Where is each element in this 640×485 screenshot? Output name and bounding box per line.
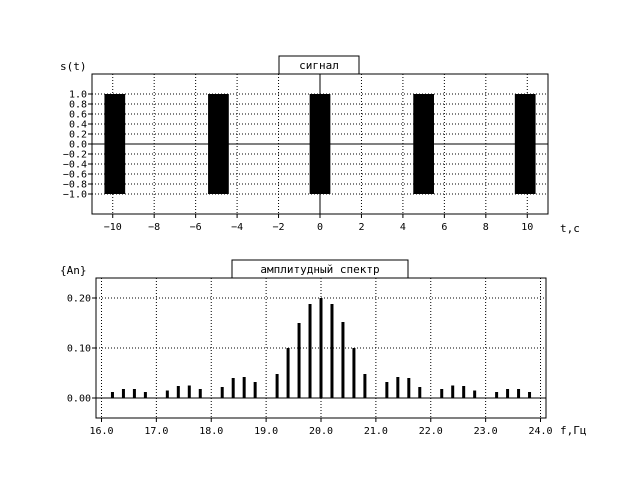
spectrum-bar-20 bbox=[330, 304, 334, 398]
spectrum-bar-23 bbox=[363, 374, 367, 398]
spectrum-bar-37 bbox=[517, 389, 521, 398]
signal-x-tick-label-1: −8 bbox=[148, 222, 160, 233]
spectrum-bar-28 bbox=[418, 387, 422, 398]
spectrum-bar-25 bbox=[385, 382, 389, 398]
spectrum-bar-1 bbox=[121, 389, 125, 398]
spectrum-bar-36 bbox=[506, 389, 510, 398]
spectrum-bar-22 bbox=[352, 348, 356, 398]
spectrum-bars bbox=[110, 298, 532, 398]
spectrum-x-tick-label-3: 19.0 bbox=[254, 426, 278, 437]
signal-y-tick-label-8: −0.6 bbox=[63, 170, 87, 181]
spectrum-bar-5 bbox=[165, 390, 169, 398]
signal-x-tick-label-8: 6 bbox=[441, 222, 447, 233]
spectrum-x-tick-label-4: 20.0 bbox=[309, 426, 333, 437]
signal-y-tick-label-6: −0.2 bbox=[63, 150, 87, 161]
signal-panel: −10 −8 −6 −4 −2 0 2 4 6 8 10 1.00.80.60.40.20.0−0.… bbox=[60, 55, 580, 235]
signal-title: сигнал bbox=[299, 59, 339, 72]
spectrum-x-axis-label: f,Гц bbox=[560, 424, 587, 437]
signal-y-tick-label-0: 1.0 bbox=[69, 90, 87, 101]
signal-y-ticks: 1.00.80.60.40.20.0−0.2−0.4−0.6−0.8−1.0 bbox=[63, 90, 92, 201]
spectrum-bar-11 bbox=[231, 378, 235, 398]
spectrum-bar-8 bbox=[198, 389, 202, 398]
signal-y-tick-label-4: 0.2 bbox=[69, 130, 87, 141]
signal-y-tick-label-9: −0.8 bbox=[63, 180, 87, 191]
signal-x-tick-label-7: 4 bbox=[400, 222, 406, 233]
spectrum-bar-6 bbox=[176, 386, 180, 398]
spectrum-panel: 16.0 17.0 18.0 19.0 20.0 21.0 22.0 23.0 24.0 0.2… bbox=[60, 259, 587, 437]
spectrum-bar-3 bbox=[143, 392, 147, 398]
spectrum-bar-33 bbox=[473, 390, 477, 398]
spectrum-bar-7 bbox=[187, 385, 191, 398]
signal-x-tick-label-6: 2 bbox=[358, 222, 364, 233]
signal-title-box bbox=[278, 55, 360, 75]
spectrum-bar-32 bbox=[462, 386, 466, 398]
signal-y-tick-label-1: 0.8 bbox=[69, 100, 87, 111]
signal-x-tick-label-9: 8 bbox=[483, 222, 489, 233]
spectrum-title: амплитудный спектр bbox=[260, 263, 379, 276]
spectrum-bar-21 bbox=[341, 322, 345, 398]
spectrum-bar-12 bbox=[242, 377, 246, 398]
spectrum-x-ticks: 16.0 17.0 18.0 19.0 20.0 21.0 22.0 23.0 24.0 bbox=[89, 418, 553, 437]
spectrum-x-tick-label-2: 18.0 bbox=[199, 426, 223, 437]
spectrum-bar-13 bbox=[253, 382, 257, 398]
spectrum-bar-15 bbox=[275, 374, 279, 398]
signal-x-ticks: −10 −8 −6 −4 −2 0 2 4 6 8 10 bbox=[104, 214, 533, 233]
signal-x-tick-label-2: −6 bbox=[190, 222, 202, 233]
spectrum-bar-26 bbox=[396, 377, 400, 398]
spectrum-y-tick-label-0: 0.20 bbox=[67, 294, 91, 305]
spectrum-bar-2 bbox=[132, 389, 136, 398]
spectrum-x-tick-label-6: 22.0 bbox=[419, 426, 443, 437]
spectrum-title-box bbox=[231, 259, 409, 279]
spectrum-bar-35 bbox=[495, 392, 499, 398]
spectrum-x-tick-label-5: 21.0 bbox=[364, 426, 388, 437]
signal-y-tick-label-3: 0.4 bbox=[69, 120, 87, 131]
spectrum-bar-31 bbox=[451, 385, 455, 398]
signal-x-tick-label-5: 0 bbox=[317, 222, 323, 233]
spectrum-bar-38 bbox=[528, 392, 532, 398]
signal-axes bbox=[92, 74, 548, 214]
spectrum-bar-30 bbox=[440, 389, 444, 398]
signal-x-tick-label-10: 10 bbox=[521, 222, 533, 233]
spectrum-x-tick-label-1: 17.0 bbox=[144, 426, 168, 437]
spectrum-bar-10 bbox=[220, 387, 224, 398]
signal-x-axis-label: t,c bbox=[560, 222, 580, 235]
spectrum-bar-17 bbox=[297, 323, 301, 398]
spectrum-x-tick-label-8: 24.0 bbox=[528, 426, 552, 437]
spectrum-bar-16 bbox=[286, 348, 290, 398]
spectrum-bar-18 bbox=[308, 304, 312, 398]
spectrum-y-ticks: 0.20 0.10 0.00 bbox=[67, 294, 96, 405]
spectrum-bar-0 bbox=[110, 392, 114, 398]
spectrum-y-tick-label-1: 0.10 bbox=[67, 344, 91, 355]
signal-y-tick-label-10: −1.0 bbox=[63, 190, 87, 201]
spectrum-x-tick-label-0: 16.0 bbox=[89, 426, 113, 437]
spectrum-y-tick-label-2: 0.00 bbox=[67, 394, 91, 405]
signal-x-tick-label-3: −4 bbox=[231, 222, 243, 233]
spectrum-bar-27 bbox=[407, 378, 411, 398]
spectrum-x-tick-label-7: 23.0 bbox=[474, 426, 498, 437]
spectrum-y-axis-label: {An} bbox=[60, 264, 87, 277]
signal-x-tick-label-4: −2 bbox=[273, 222, 285, 233]
signal-y-tick-label-5: 0.0 bbox=[69, 140, 87, 151]
signal-y-axis-label: s(t) bbox=[60, 60, 87, 73]
signal-y-tick-label-2: 0.6 bbox=[69, 110, 87, 121]
signal-x-tick-label-0: −10 bbox=[104, 222, 122, 233]
spectrum-bar-19 bbox=[319, 298, 323, 398]
signal-y-tick-label-7: −0.4 bbox=[63, 160, 87, 171]
